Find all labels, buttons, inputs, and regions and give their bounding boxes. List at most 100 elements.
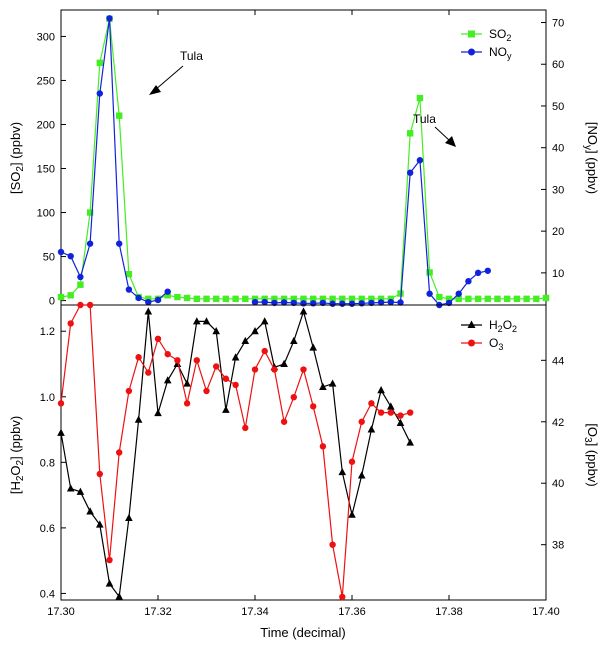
h2o2-point (387, 402, 395, 410)
noy-point (77, 273, 84, 281)
legend-noy-label: NOy (489, 45, 512, 61)
o3-point (242, 424, 249, 432)
so2-point (504, 295, 511, 303)
so2-point (67, 292, 74, 299)
noy-axis-tick-label: 40 (552, 143, 564, 155)
h2o2-point (144, 307, 153, 315)
noy-point (125, 286, 133, 293)
h2o2-point (163, 376, 172, 384)
so2-point (300, 295, 307, 303)
so2-point (242, 295, 249, 303)
legend-o3-label: O3 (489, 336, 503, 352)
so2-point (407, 130, 414, 137)
o3-point (387, 409, 394, 416)
tula-arrow-2 (434, 126, 451, 142)
o3-point (407, 409, 414, 416)
noy-series (57, 15, 491, 309)
h2o2-series (57, 307, 414, 600)
so2-point (125, 270, 133, 278)
noy-point (474, 269, 482, 277)
o3-point (348, 458, 356, 465)
so2-point (377, 295, 385, 303)
x-axis-tick-label: 17.40 (532, 606, 560, 618)
bottom-legend: H2O2 O3 (461, 318, 517, 352)
h2o2-axis-tick-label: 0.6 (40, 523, 55, 535)
o3-point (174, 357, 181, 364)
so2-point (271, 295, 278, 303)
h2o2-point (241, 336, 250, 345)
o3-point (145, 369, 152, 376)
h2o2-point (348, 510, 356, 518)
so2-point (290, 295, 297, 303)
h2o2-point (115, 592, 123, 600)
h2o2-point (183, 379, 191, 387)
o3-point (290, 393, 297, 401)
so2-axis-tick-label: 50 (43, 252, 55, 264)
so2-line (60, 18, 547, 300)
o3-point (271, 366, 278, 373)
o3-point (368, 400, 375, 407)
tula-annotation-2: Tula (413, 112, 436, 126)
so2-point (96, 59, 103, 67)
noy-axis-tick-label: 70 (552, 18, 564, 30)
h2o2-point (396, 418, 405, 426)
o3-point (319, 443, 327, 450)
o3-point (310, 403, 317, 410)
noy-point (154, 296, 162, 304)
top-x-axis-ticks (60, 10, 547, 15)
noy-point (135, 294, 142, 302)
so2-point (397, 290, 404, 297)
h2o2-point (319, 382, 327, 390)
noy-point (455, 290, 462, 297)
so2-point (86, 209, 94, 216)
so2-point (329, 295, 336, 303)
noy-point (310, 300, 317, 307)
o3-point (154, 335, 162, 343)
o3-point (164, 350, 171, 358)
so2-point (474, 295, 482, 303)
h2o2-point (105, 579, 114, 587)
so2-series (57, 15, 550, 303)
o3-axis-tick-label: 40 (552, 478, 564, 490)
o3-axis-tick-label: 44 (552, 355, 564, 367)
so2-point (261, 295, 268, 303)
so2-point (426, 269, 433, 276)
so2-point (445, 295, 453, 303)
o3-point (377, 409, 385, 416)
h2o2-point (280, 359, 288, 367)
h2o2-point (406, 438, 414, 446)
o3-point (135, 354, 142, 361)
o3-point (397, 412, 404, 419)
h2o2-point (309, 343, 317, 351)
h2o2-point (66, 484, 75, 492)
h2o2-point (202, 317, 211, 325)
tula-arrow-head-2 (445, 136, 456, 147)
so2-axis-tick-label: 0 (49, 296, 55, 308)
noy-point (377, 299, 385, 306)
x-axis-tick-label: 17.32 (144, 606, 172, 618)
o3-axis-tick-label: 38 (552, 540, 564, 552)
h2o2-point (134, 415, 143, 423)
so2-axis-tick-label: 300 (37, 31, 55, 43)
so2-axis-ticks: 0 50 100 150 200 250 300 (37, 31, 66, 308)
noy-point (339, 300, 346, 307)
o3-point (96, 470, 104, 478)
h2o2-point (357, 471, 366, 479)
o3-point (358, 418, 365, 425)
so2-point (513, 295, 521, 303)
so2-point (116, 112, 123, 119)
x-axis-ticks: 17.30 17.32 17.34 17.36 17.38 17.40 (47, 595, 560, 618)
h2o2-point (367, 425, 376, 433)
legend-so2-label: SO2 (489, 27, 511, 43)
so2-point (348, 295, 356, 303)
noy-point (387, 298, 394, 306)
noy-line (60, 18, 169, 303)
x-axis-tick-label: 17.34 (241, 606, 269, 618)
o3-line (60, 304, 411, 598)
o3-point (203, 387, 210, 395)
tula-arrow-1 (154, 65, 184, 91)
so2-axis-tick-label: 200 (37, 119, 55, 131)
h2o2-point (328, 379, 337, 387)
h2o2-axis-tick-label: 1.2 (40, 326, 55, 338)
h2o2-point (57, 428, 65, 436)
